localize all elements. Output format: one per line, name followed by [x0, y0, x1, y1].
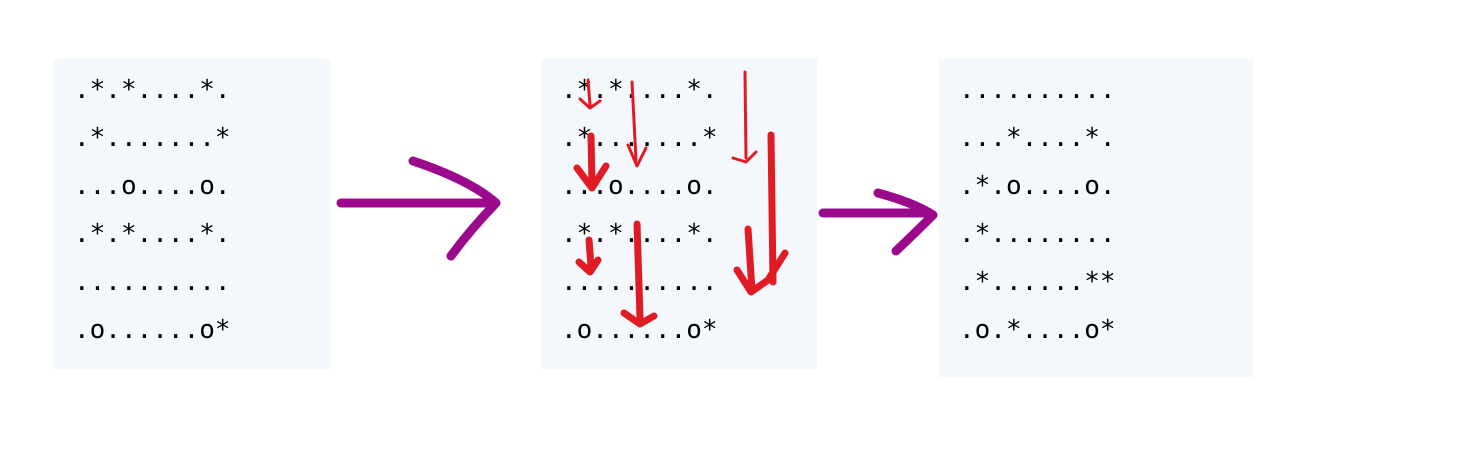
grid-row: .*.*....*.: [74, 75, 231, 105]
grid-row: ...o....o.: [74, 171, 231, 201]
grid-row: .*.......*: [74, 123, 231, 153]
grid-row: .o......o*: [561, 315, 718, 345]
grid-row: .o......o*: [74, 315, 231, 345]
grid-row: .*.*....*.: [74, 219, 231, 249]
grid-row: .*.*....*.: [561, 75, 718, 105]
transition-arrow-2: [818, 188, 938, 256]
transition-arrow-1: [336, 156, 501, 261]
grid-row: .o.*....o*: [959, 315, 1116, 345]
grid-row: ...o....o.: [561, 171, 718, 201]
grid-panel-after: .......... ...*....*. .*.o....o. .*.....…: [939, 59, 1253, 377]
grid-row: .*......**: [959, 267, 1116, 297]
grid-row: ..........: [561, 267, 718, 297]
grid-row: .*........: [959, 219, 1116, 249]
grid-panel-before: .*.*....*. .*.......* ...o....o. .*.*...…: [54, 59, 330, 369]
grid-panel-annotated: .*.*....*. .*.......* ...o....o. .*.*...…: [541, 59, 817, 369]
grid-row: ..........: [959, 75, 1116, 105]
grid-row: .*.......*: [561, 123, 718, 153]
grid-row: ...*....*.: [959, 123, 1116, 153]
grid-row: .*.o....o.: [959, 171, 1116, 201]
grid-row: ..........: [74, 267, 231, 297]
grid-row: .*.*....*.: [561, 219, 718, 249]
